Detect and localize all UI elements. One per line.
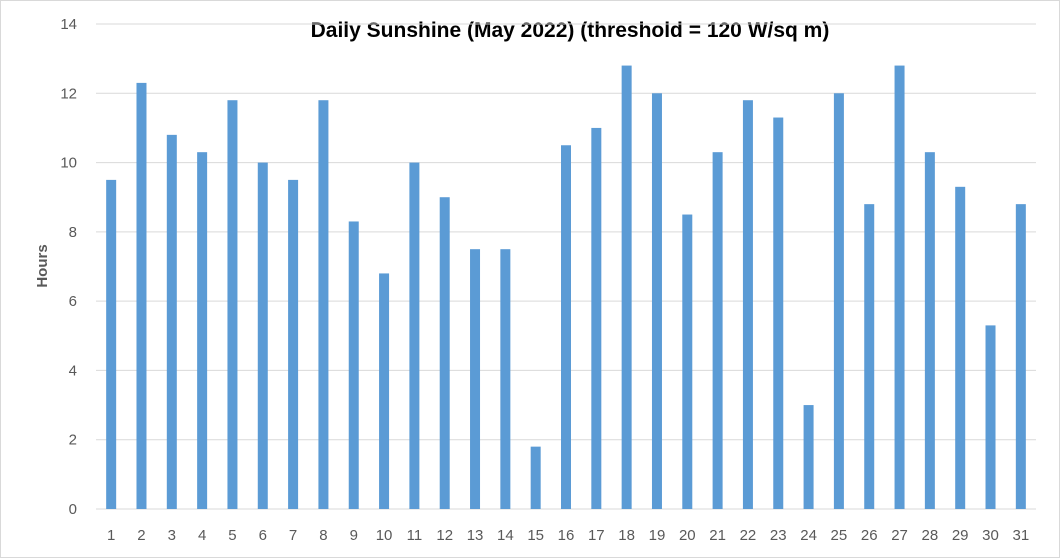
x-tick-label: 29 xyxy=(952,527,969,544)
x-tick-label: 26 xyxy=(861,527,878,544)
bar xyxy=(257,162,268,510)
y-tick-label: 2 xyxy=(69,432,77,449)
bar xyxy=(742,100,753,509)
bar xyxy=(348,221,359,509)
bar xyxy=(803,405,814,509)
bar xyxy=(833,93,844,510)
bar xyxy=(288,179,299,509)
x-tick-label: 16 xyxy=(558,527,575,544)
x-tick-label: 10 xyxy=(376,527,393,544)
y-tick-label: 10 xyxy=(60,155,77,172)
x-tick-label: 19 xyxy=(649,527,666,544)
bar xyxy=(500,249,511,509)
x-tick-label: 15 xyxy=(527,527,544,544)
x-tick-label: 21 xyxy=(709,527,726,544)
bar xyxy=(409,162,420,510)
bar xyxy=(197,152,208,509)
x-tick-label: 28 xyxy=(922,527,939,544)
bar xyxy=(955,186,966,510)
y-tick-label: 12 xyxy=(60,85,77,102)
bar xyxy=(1015,204,1026,509)
bar xyxy=(682,214,693,510)
bar xyxy=(712,152,723,509)
y-tick-label: 14 xyxy=(60,16,77,33)
x-tick-label: 17 xyxy=(588,527,605,544)
bar xyxy=(106,179,117,509)
x-tick-label: 31 xyxy=(1012,527,1029,544)
bar xyxy=(318,100,329,509)
x-tick-label: 8 xyxy=(319,527,327,544)
y-tick-label: 4 xyxy=(69,362,77,379)
x-tick-label: 1 xyxy=(107,527,115,544)
x-tick-label: 3 xyxy=(168,527,176,544)
x-tick-label: 27 xyxy=(891,527,908,544)
bar xyxy=(894,65,905,510)
x-tick-label: 20 xyxy=(679,527,696,544)
x-tick-labels: 1 2 3 4 5 6 7 8 9 10 11 12 13 14 15 16 17 18 19 20 21 22 23 24 2… xyxy=(107,527,1029,544)
x-tick-label: 22 xyxy=(740,527,757,544)
y-tick-label: 0 xyxy=(69,501,77,518)
y-tick-label: 8 xyxy=(69,224,77,241)
bar xyxy=(166,134,177,509)
x-tick-label: 13 xyxy=(467,527,484,544)
x-tick-label: 12 xyxy=(436,527,453,544)
bars xyxy=(106,65,1026,510)
y-axis-label: Hours xyxy=(34,244,51,287)
bar xyxy=(470,249,481,509)
y-tick-labels: 0 2 4 6 8 10 12 14 xyxy=(60,16,77,518)
x-tick-label: 30 xyxy=(982,527,999,544)
x-tick-label: 9 xyxy=(350,527,358,544)
bar xyxy=(561,145,571,509)
bar xyxy=(773,117,784,510)
y-tick-label: 6 xyxy=(69,293,77,310)
bar xyxy=(379,273,390,509)
x-tick-label: 4 xyxy=(198,527,206,544)
bar xyxy=(227,100,238,509)
bar xyxy=(985,325,996,509)
bar xyxy=(864,204,875,509)
bar xyxy=(651,93,662,510)
bar xyxy=(924,152,935,509)
x-tick-label: 25 xyxy=(831,527,848,544)
x-tick-label: 14 xyxy=(497,527,514,544)
bar xyxy=(136,82,147,510)
x-tick-label: 23 xyxy=(770,527,787,544)
bar xyxy=(439,197,450,509)
x-tick-label: 2 xyxy=(137,527,145,544)
x-tick-label: 18 xyxy=(618,527,635,544)
x-tick-label: 7 xyxy=(289,527,297,544)
bar xyxy=(621,65,632,510)
bar xyxy=(591,127,602,509)
x-tick-label: 6 xyxy=(259,527,267,544)
x-tick-label: 5 xyxy=(228,527,236,544)
bar xyxy=(530,446,541,509)
x-tick-label: 11 xyxy=(407,527,423,544)
chart-title: Daily Sunshine (May 2022) (threshold = 1… xyxy=(311,19,830,42)
x-tick-label: 24 xyxy=(800,527,817,544)
